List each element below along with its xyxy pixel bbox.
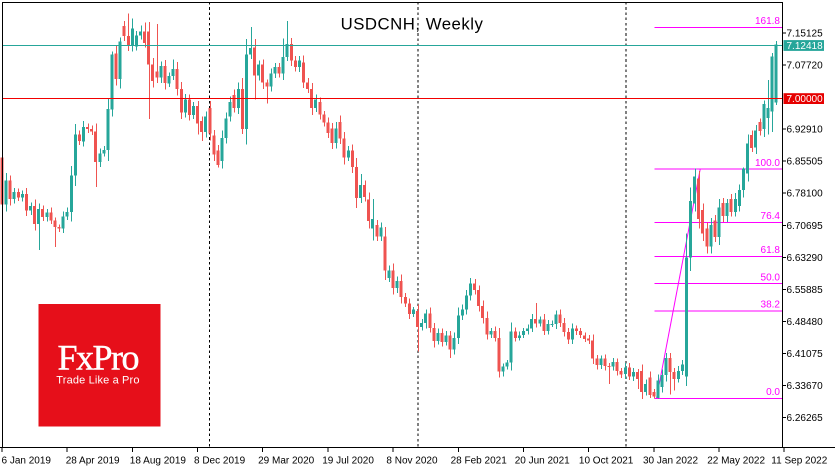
- svg-text:22 May 2022: 22 May 2022: [707, 456, 765, 467]
- svg-text:61.8: 61.8: [761, 245, 781, 256]
- svg-text:6.41075: 6.41075: [787, 349, 824, 360]
- svg-text:50.0: 50.0: [761, 272, 781, 283]
- svg-text:8 Dec 2019: 8 Dec 2019: [194, 456, 246, 467]
- svg-text:6.55885: 6.55885: [787, 285, 824, 296]
- svg-text:19 Jul 2020: 19 Jul 2020: [322, 456, 374, 467]
- svg-text:161.8: 161.8: [755, 16, 780, 27]
- svg-text:6.63290: 6.63290: [787, 253, 824, 264]
- svg-text:0.0: 0.0: [766, 387, 780, 398]
- svg-text:6.48480: 6.48480: [787, 317, 824, 328]
- svg-text:11 Sep 2022: 11 Sep 2022: [771, 456, 827, 467]
- svg-text:28 Apr 2019: 28 Apr 2019: [66, 456, 120, 467]
- svg-text:7.00000: 7.00000: [787, 94, 824, 105]
- svg-text:10 Oct 2021: 10 Oct 2021: [579, 456, 634, 467]
- svg-text:18 Aug 2019: 18 Aug 2019: [130, 456, 187, 467]
- svg-text:30 Jan 2022: 30 Jan 2022: [643, 456, 698, 467]
- svg-text:6.70695: 6.70695: [787, 221, 824, 232]
- svg-text:Trade Like a Pro: Trade Like a Pro: [56, 375, 139, 387]
- svg-text:6.92910: 6.92910: [787, 125, 824, 136]
- svg-text:100.0: 100.0: [755, 158, 780, 169]
- svg-text:76.4: 76.4: [761, 211, 781, 222]
- svg-text:6.26265: 6.26265: [787, 413, 824, 424]
- svg-text:6 Jan 2019: 6 Jan 2019: [2, 456, 52, 467]
- svg-text:20 Jun 2021: 20 Jun 2021: [515, 456, 570, 467]
- svg-text:8 Nov 2020: 8 Nov 2020: [386, 456, 438, 467]
- svg-text:USDCNH, Weekly: USDCNH, Weekly: [341, 15, 484, 34]
- svg-text:6.33670: 6.33670: [787, 381, 824, 392]
- svg-text:7.12418: 7.12418: [787, 41, 824, 52]
- svg-text:7.07720: 7.07720: [787, 61, 824, 72]
- svg-text:FxPro: FxPro: [58, 338, 140, 378]
- svg-text:6.85505: 6.85505: [787, 157, 824, 168]
- svg-text:38.2: 38.2: [761, 300, 781, 311]
- svg-text:6.78100: 6.78100: [787, 189, 824, 200]
- svg-text:29 Mar 2020: 29 Mar 2020: [258, 456, 315, 467]
- svg-text:7.15125: 7.15125: [787, 29, 824, 40]
- svg-text:28 Feb 2021: 28 Feb 2021: [451, 456, 508, 467]
